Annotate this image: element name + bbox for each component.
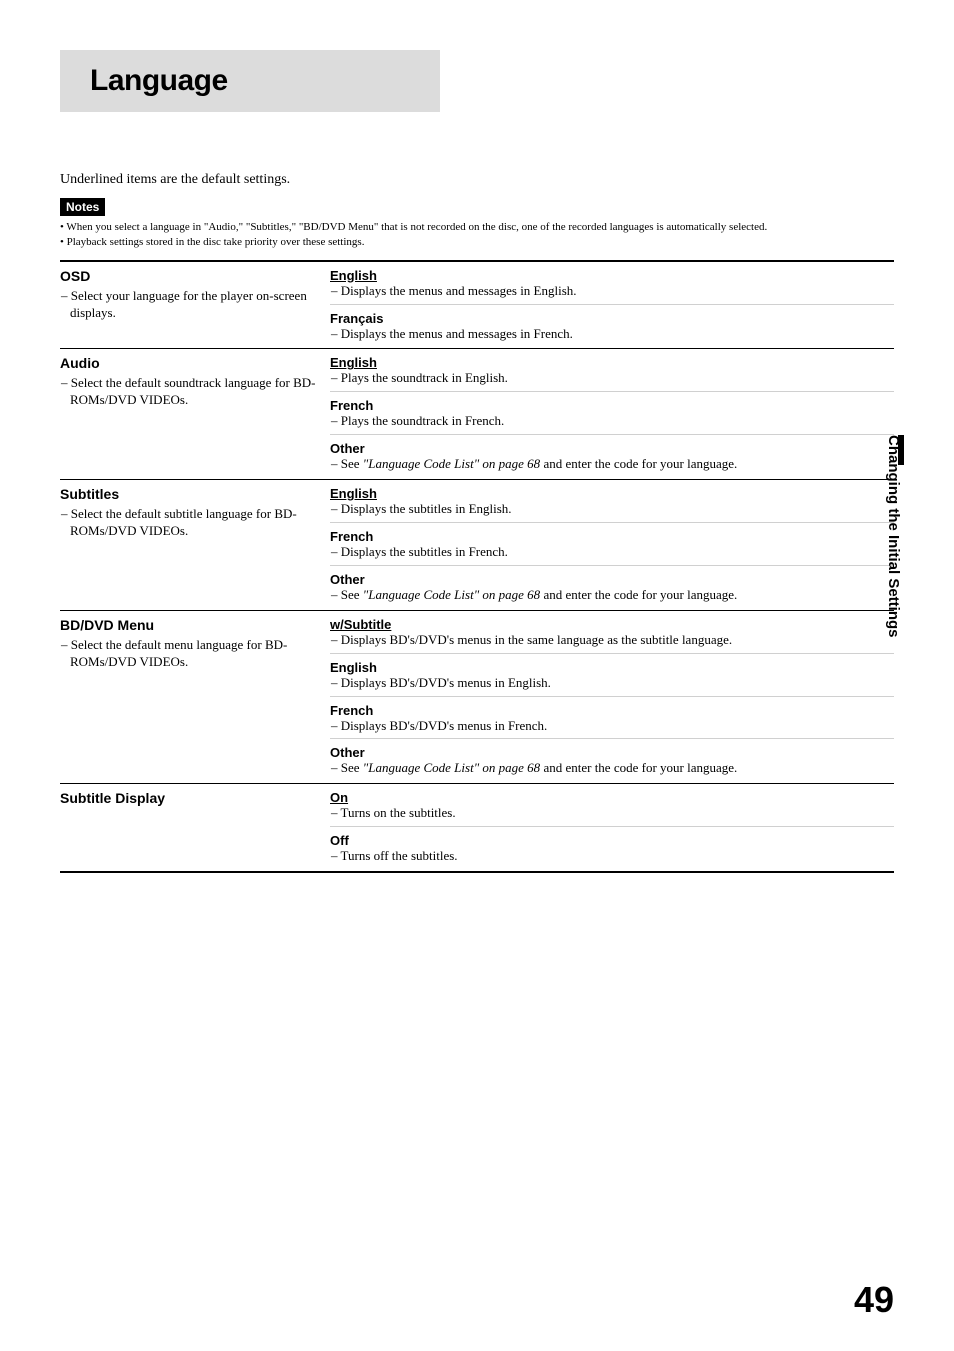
option-desc: – Plays the soundtrack in French. (330, 413, 894, 430)
option-name: Other (330, 745, 894, 760)
section-tab-label: Changing the Initial Settings (885, 435, 902, 638)
setting-desc: – Select the default subtitle language f… (60, 506, 324, 540)
option-name: French (330, 398, 894, 413)
option-name: English (330, 486, 894, 501)
option-name: Français (330, 311, 894, 326)
setting-desc: – Select your language for the player on… (60, 288, 324, 322)
option: French– Displays BD's/DVD's menus in Fre… (330, 703, 894, 740)
option-desc: – See "Language Code List" on page 68 an… (330, 760, 894, 777)
option: English– Plays the soundtrack in English… (330, 355, 894, 392)
setting-left: Audio – Select the default soundtrack lan… (60, 349, 330, 479)
option: w/Subtitle– Displays BD's/DVD's menus in… (330, 617, 894, 654)
option-name: w/Subtitle (330, 617, 894, 632)
option-desc: – Displays BD's/DVD's menus in English. (330, 675, 894, 692)
option-name: On (330, 790, 894, 805)
option: Off– Turns off the subtitles. (330, 833, 894, 869)
option: English– Displays the subtitles in Engli… (330, 486, 894, 523)
option-name: English (330, 660, 894, 675)
setting-left: OSD – Select your language for the player… (60, 262, 330, 349)
option-desc: – Displays the menus and messages in Eng… (330, 283, 894, 300)
setting-right: w/Subtitle– Displays BD's/DVD's menus in… (330, 611, 894, 784)
option-desc: – See "Language Code List" on page 68 an… (330, 456, 894, 473)
setting-name: Audio (60, 355, 324, 371)
setting-desc: – Select the default menu language for B… (60, 637, 324, 671)
setting-name: Subtitle Display (60, 790, 324, 806)
italic-ref: "Language Code List" on page 68 (363, 456, 540, 471)
option-desc: – Displays the menus and messages in Fre… (330, 326, 894, 343)
option-name: English (330, 355, 894, 370)
setting-right: English– Displays the subtitles in Engli… (330, 480, 894, 610)
option: Français– Displays the menus and message… (330, 311, 894, 347)
section-tab: Changing the Initial Settings (880, 435, 904, 655)
option: Other– See "Language Code List" on page … (330, 745, 894, 781)
option-desc: – Turns off the subtitles. (330, 848, 894, 865)
setting-right: English– Plays the soundtrack in English… (330, 349, 894, 479)
option: On– Turns on the subtitles. (330, 790, 894, 827)
page: Language Underlined items are the defaul… (0, 0, 954, 1351)
option-name: Other (330, 572, 894, 587)
intro-text: Underlined items are the default setting… (60, 172, 894, 188)
setting-row: Subtitle Display On– Turns on the subtitl… (60, 784, 894, 873)
italic-ref: "Language Code List" on page 68 (363, 587, 540, 602)
setting-right: On– Turns on the subtitles. Off– Turns of… (330, 784, 894, 871)
option: French– Displays the subtitles in French… (330, 529, 894, 566)
option-name: French (330, 529, 894, 544)
option-desc: – Displays the subtitles in French. (330, 544, 894, 561)
setting-left: Subtitles – Select the default subtitle l… (60, 480, 330, 610)
setting-row: Audio – Select the default soundtrack lan… (60, 349, 894, 480)
setting-desc: – Select the default soundtrack language… (60, 375, 324, 409)
setting-left: BD/DVD Menu – Select the default menu lan… (60, 611, 330, 784)
setting-name: BD/DVD Menu (60, 617, 324, 633)
settings-table: OSD – Select your language for the player… (60, 260, 894, 873)
note-item: • Playback settings stored in the disc t… (60, 235, 894, 250)
setting-name: OSD (60, 268, 324, 284)
option-desc: – See "Language Code List" on page 68 an… (330, 587, 894, 604)
option-desc: – Turns on the subtitles. (330, 805, 894, 822)
option-desc: – Displays the subtitles in English. (330, 501, 894, 518)
notes-list: • When you select a language in "Audio,"… (60, 220, 894, 250)
option: Other– See "Language Code List" on page … (330, 572, 894, 608)
setting-row: OSD – Select your language for the player… (60, 262, 894, 350)
notes-badge: Notes (60, 198, 105, 216)
setting-row: Subtitles – Select the default subtitle l… (60, 480, 894, 611)
option-desc: – Displays BD's/DVD's menus in French. (330, 718, 894, 735)
italic-ref: "Language Code List" on page 68 (363, 760, 540, 775)
page-number: 49 (854, 1279, 894, 1321)
option: English– Displays the menus and messages… (330, 268, 894, 305)
option-name: Other (330, 441, 894, 456)
option-name: Off (330, 833, 894, 848)
setting-row: BD/DVD Menu – Select the default menu lan… (60, 611, 894, 785)
option-desc: – Displays BD's/DVD's menus in the same … (330, 632, 894, 649)
setting-left: Subtitle Display (60, 784, 330, 871)
option: English– Displays BD's/DVD's menus in En… (330, 660, 894, 697)
option-name: French (330, 703, 894, 718)
notes-block: Notes • When you select a language in "A… (60, 198, 894, 250)
setting-name: Subtitles (60, 486, 324, 502)
setting-right: English– Displays the menus and messages… (330, 262, 894, 349)
title-band: Language (60, 50, 440, 112)
option-desc: – Plays the soundtrack in English. (330, 370, 894, 387)
option: Other– See "Language Code List" on page … (330, 441, 894, 477)
page-title: Language (90, 64, 440, 98)
option-name: English (330, 268, 894, 283)
option: French– Plays the soundtrack in French. (330, 398, 894, 435)
note-item: • When you select a language in "Audio,"… (60, 220, 894, 235)
